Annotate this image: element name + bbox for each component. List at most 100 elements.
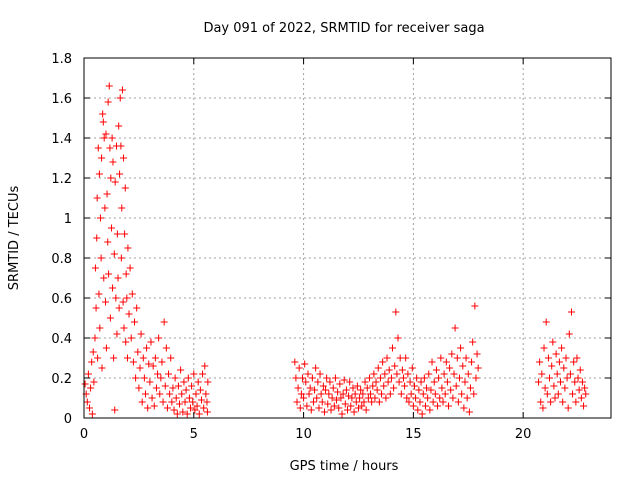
x-axis-label: GPS time / hours: [290, 459, 399, 474]
data-point: [450, 370, 458, 378]
data-point: [102, 298, 110, 306]
data-point: [90, 378, 98, 386]
data-point: [581, 384, 589, 392]
data-point: [440, 370, 448, 378]
data-point: [147, 338, 155, 346]
data-point: [420, 374, 428, 382]
data-point: [306, 384, 314, 392]
data-point: [428, 358, 436, 366]
data-point: [319, 382, 327, 390]
data-point: [372, 378, 380, 386]
data-point: [436, 394, 444, 402]
data-point: [136, 364, 144, 372]
data-point: [102, 130, 110, 138]
y-tick-label: 1.2: [51, 172, 72, 187]
data-point: [193, 402, 201, 410]
data-point: [403, 394, 411, 402]
data-point: [173, 410, 181, 418]
data-point: [146, 378, 154, 386]
data-point: [470, 390, 478, 398]
data-point: [129, 358, 137, 366]
data-point: [151, 354, 159, 362]
data-point: [386, 390, 394, 398]
data-point: [186, 404, 194, 412]
data-point: [562, 354, 570, 362]
data-point: [154, 370, 162, 378]
data-point: [434, 402, 442, 410]
data-point: [560, 364, 568, 372]
data-point: [378, 390, 386, 398]
data-point: [315, 404, 323, 412]
data-point: [379, 358, 387, 366]
data-point: [380, 382, 388, 390]
data-point: [578, 378, 586, 386]
data-point: [91, 264, 99, 272]
data-point: [155, 334, 163, 342]
data-point: [421, 402, 429, 410]
data-point: [88, 358, 96, 366]
data-point: [81, 380, 89, 388]
data-point: [122, 270, 130, 278]
data-point: [416, 398, 424, 406]
data-point: [303, 402, 311, 410]
data-point: [112, 294, 120, 302]
data-point: [117, 254, 125, 262]
data-point: [552, 350, 560, 358]
data-point: [126, 264, 134, 272]
data-point: [466, 384, 474, 392]
data-point: [405, 398, 413, 406]
data-point: [569, 390, 577, 398]
data-point: [309, 398, 317, 406]
data-point: [446, 364, 454, 372]
data-point: [171, 374, 179, 382]
data-point: [177, 366, 185, 374]
data-point: [463, 394, 471, 402]
data-point: [156, 390, 164, 398]
data-point: [574, 374, 582, 382]
data-point: [376, 374, 384, 382]
data-point: [558, 344, 566, 352]
data-point: [361, 378, 369, 386]
data-point: [199, 370, 207, 378]
data-point: [160, 318, 168, 326]
data-point: [439, 398, 447, 406]
plot-frame: [83, 57, 612, 419]
data-point: [472, 374, 480, 382]
data-point: [334, 388, 342, 396]
data-point: [138, 398, 146, 406]
data-point: [131, 318, 139, 326]
data-point: [331, 374, 339, 382]
data-point: [442, 358, 450, 366]
data-point: [461, 378, 469, 386]
data-point: [96, 324, 104, 332]
data-point: [415, 386, 423, 394]
data-point: [410, 382, 418, 390]
data-point: [330, 402, 338, 410]
data-point: [113, 230, 121, 238]
data-point: [120, 324, 128, 332]
data-point: [293, 398, 301, 406]
data-point: [301, 360, 309, 368]
y-tick-label: 0.2: [51, 372, 72, 387]
data-point: [431, 390, 439, 398]
data-point: [169, 384, 177, 392]
data-point: [580, 402, 588, 410]
data-point: [307, 406, 315, 414]
data-point: [576, 366, 584, 374]
data-point: [374, 364, 382, 372]
data-point: [311, 386, 319, 394]
data-point: [200, 404, 208, 412]
data-point: [179, 408, 187, 416]
data-point: [94, 354, 102, 362]
data-point: [325, 390, 333, 398]
data-point: [190, 370, 198, 378]
data-point: [462, 354, 470, 362]
data-point: [535, 378, 543, 386]
data-point: [118, 204, 126, 212]
data-point: [102, 344, 110, 352]
data-point: [382, 394, 390, 402]
data-point: [127, 334, 135, 342]
data-point: [555, 358, 563, 366]
data-points: [81, 82, 590, 418]
data-point: [98, 364, 106, 372]
